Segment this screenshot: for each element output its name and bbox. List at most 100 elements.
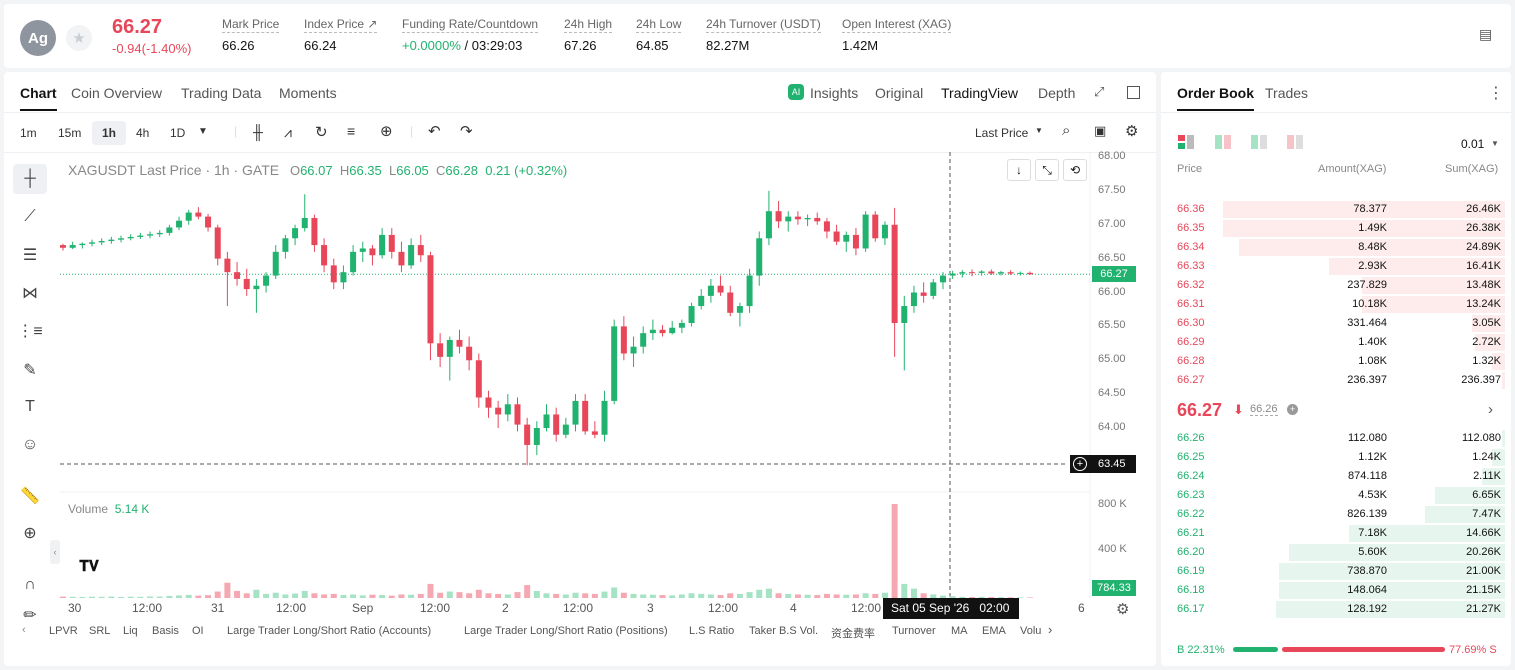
fib-icon[interactable]: ⋮≡ [17,323,43,340]
book-depth-icon[interactable] [1287,135,1303,149]
indicator-item[interactable]: Large Trader Long/Short Ratio (Positions… [464,625,668,637]
undo-icon[interactable]: ↶ [428,123,441,140]
indicator-item[interactable]: OI [192,625,204,637]
favorite-star-icon[interactable]: ★ [66,25,92,51]
trendline-icon[interactable]: ⟋ [24,208,36,225]
chevron-down-icon[interactable]: ▼ [1491,139,1499,148]
more-icon[interactable]: ⋮ [1488,85,1504,102]
insights-tab[interactable]: Insights [810,85,859,101]
bid-row[interactable]: 66.23 4.53K 6.65K [1173,486,1505,505]
pencil-icon[interactable]: ✏ [23,607,37,624]
indicator-item[interactable]: Liq [123,625,138,637]
chevron-down-icon[interactable]: ▼ [1035,126,1043,135]
book-asks-icon[interactable] [1251,135,1267,149]
tab-order-book[interactable]: Order Book [1177,85,1255,111]
bid-row[interactable]: 66.24 874.118 2.11K [1173,467,1505,486]
bid-row[interactable]: 66.26 112.080 112.080 [1173,429,1505,448]
chevron-right-icon[interactable]: › [1048,622,1053,637]
original-tab[interactable]: Original [875,85,924,101]
pattern-icon[interactable]: ⋈ [22,285,38,302]
ask-row[interactable]: 66.31 10.18K 13.24K [1173,295,1505,314]
ask-row[interactable]: 66.27 236.397 236.397 [1173,371,1505,390]
indicator-item[interactable]: Volu [1020,625,1042,637]
camera-icon[interactable]: ▣ [1094,123,1107,138]
interval-1d[interactable]: 1D [170,126,186,140]
bid-row[interactable]: 66.21 7.18K 14.66K [1173,524,1505,543]
ask-row[interactable]: 66.30 331.464 3.05K [1173,314,1505,333]
tab-chart[interactable]: Chart [20,85,57,111]
emoji-icon[interactable]: ☺ [21,436,39,453]
bid-row[interactable]: 66.25 1.12K 1.24K [1173,448,1505,467]
refresh-icon[interactable]: ↻ [315,124,328,141]
depth-tab[interactable]: Depth [1038,85,1076,101]
tab-trading-data[interactable]: Trading Data [181,85,262,101]
indicator-item[interactable]: L.S Ratio [689,625,735,637]
indicator-item[interactable]: 资金费率 [831,628,875,640]
collapse-toolbar-icon[interactable]: ‹ [50,540,60,564]
sync-icon[interactable]: ⟲ [1063,159,1087,181]
candles-icon[interactable]: ╫ [253,124,263,140]
precision-select[interactable]: 0.01 [1461,137,1485,151]
ask-row[interactable]: 66.36 78.377 26.46K [1173,200,1505,219]
interval-4h[interactable]: 4h [136,126,150,140]
arrow-down-icon[interactable]: ↓ [1007,159,1031,181]
bid-row[interactable]: 66.19 738.870 21.00K [1173,562,1505,581]
magnet-icon[interactable]: ∩ [24,576,36,593]
crosshair-icon[interactable]: ┼ [13,164,47,194]
interval-1h[interactable]: 1h [92,121,126,145]
ask-row[interactable]: 66.28 1.08K 1.32K [1173,352,1505,371]
stat-mark-price[interactable]: Mark Price 66.26 [222,17,280,53]
text-icon[interactable]: T [25,398,35,415]
redo-icon[interactable]: ↷ [460,123,473,140]
candle-body [330,265,337,283]
book-icon[interactable]: ▤ [1479,26,1493,42]
ask-row[interactable]: 66.34 8.48K 24.89K [1173,238,1505,257]
tradingview-tab[interactable]: TradingView [941,85,1019,101]
indicators-icon[interactable]: ⩘ [284,124,292,140]
collapse-icon[interactable]: ⤡ [1035,159,1059,181]
tab-coin-overview[interactable]: Coin Overview [71,85,163,101]
horizontal-lines-icon[interactable]: ☰ [22,247,38,264]
stat-index-price[interactable]: Index Price ↗ 66.24 [304,17,378,53]
ruler-icon[interactable]: 📏 [20,488,40,505]
settings-icon[interactable]: ⚙ [1116,601,1130,618]
search-icon[interactable]: ⌕ [1062,122,1071,139]
indicator-item[interactable]: EMA [982,625,1006,637]
indicator-item[interactable]: SRL [89,625,111,637]
price-type-select[interactable]: Last Price [975,126,1029,140]
stat-funding-rate[interactable]: Funding Rate/Countdown +0.0000% / 03:29:0… [402,17,539,53]
ask-row[interactable]: 66.29 1.40K 2.72K [1173,333,1505,352]
expand-icon[interactable]: ⤢ [1094,84,1105,99]
book-both-icon[interactable] [1178,135,1194,149]
chevron-down-icon[interactable]: ▼ [198,126,208,137]
bid-row[interactable]: 66.20 5.60K 20.26K [1173,543,1505,562]
indicator-item[interactable]: MA [951,625,968,637]
bid-row[interactable]: 66.18 148.064 21.15K [1173,581,1505,600]
indicator-item[interactable]: Taker B.S Vol. [749,625,819,637]
ask-row[interactable]: 66.32 237.829 13.48K [1173,276,1505,295]
chevron-right-icon[interactable]: › [1488,401,1493,418]
ask-row[interactable]: 66.33 2.93K 16.41K [1173,257,1505,276]
bid-row[interactable]: 66.17 128.192 21.27K [1173,600,1505,619]
gear-icon[interactable]: ⚙ [1125,123,1139,140]
indicator-item[interactable]: Turnover [892,625,936,637]
chevron-left-icon[interactable]: ‹ [22,624,26,636]
window-icon[interactable] [1127,86,1140,99]
indicator-item[interactable]: LPVR [49,625,78,637]
info-icon[interactable]: + [1287,404,1298,415]
indicator-item[interactable]: Basis [152,625,179,637]
book-bids-icon[interactable] [1215,135,1231,149]
tab-trades[interactable]: Trades [1265,85,1309,101]
brush-icon[interactable]: ✎ [23,362,37,379]
tab-moments[interactable]: Moments [279,85,337,101]
indicator-item[interactable]: Large Trader Long/Short Ratio (Accounts) [227,625,432,637]
ask-row[interactable]: 66.35 1.49K 26.38K [1173,219,1505,238]
interval-15m[interactable]: 15m [58,126,82,140]
add-alert-icon[interactable]: + [1073,457,1087,471]
interval-1m[interactable]: 1m [20,126,37,140]
bid-row[interactable]: 66.22 826.139 7.47K [1173,505,1505,524]
zoom-in-icon[interactable]: ⊕ [23,525,37,542]
add-indicator-icon[interactable]: ⊕ [380,123,393,140]
layout-icon[interactable]: ≡ [347,123,356,139]
